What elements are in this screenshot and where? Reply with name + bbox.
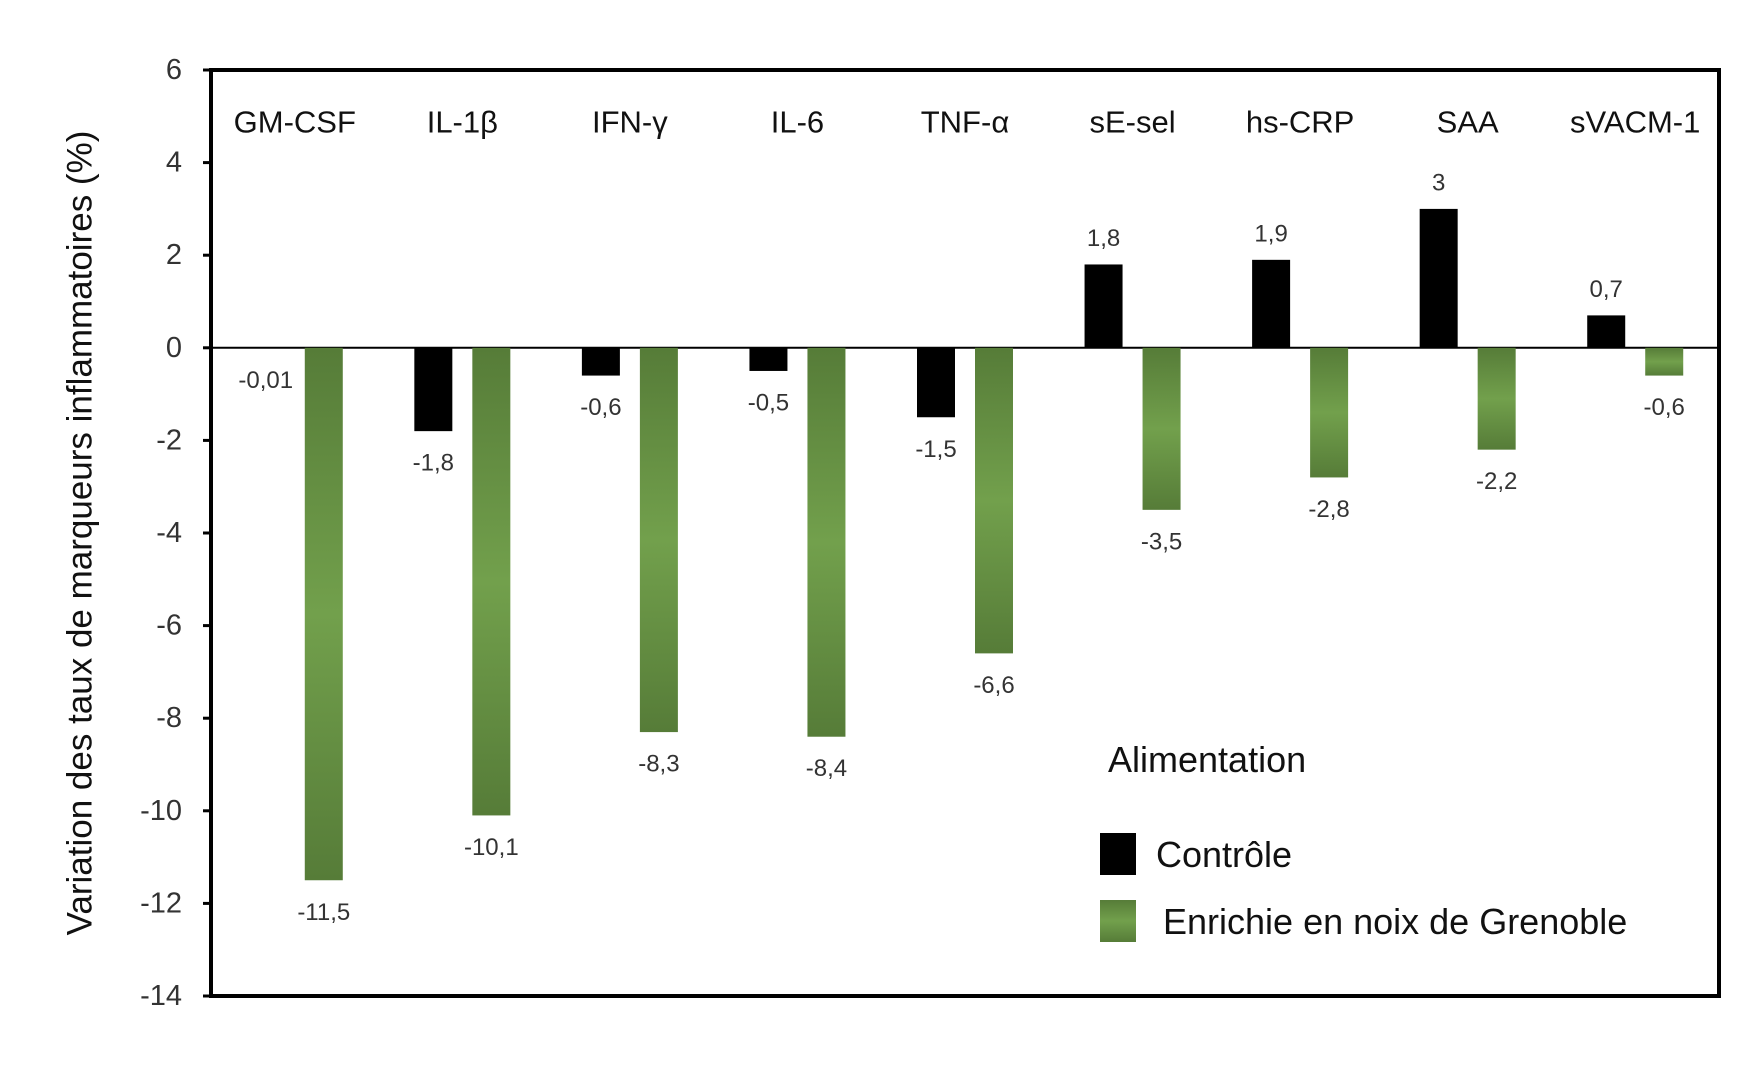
bar-controle (581, 347, 620, 376)
data-label: -10,1 (464, 834, 519, 861)
legend: Alimentation Contrôle Enrichie en noix d… (1100, 739, 1627, 942)
data-labels: -0,01 -11,5 -1,8 -10,1 -0,6 -8,3 -0,5 -8,4 -1,5 -… (238, 169, 1684, 925)
data-label: 3 (1432, 169, 1445, 196)
bar-controle (1252, 259, 1291, 348)
bars (246, 208, 1684, 881)
bar-enrichie (639, 347, 678, 733)
y-tick-label: 0 (166, 332, 182, 364)
data-label: -3,5 (1141, 528, 1182, 555)
category-labels: GM-CSF IL-1β IFN-γ IL-6 TNF-α sE-sel hs-CRP SAA… (234, 105, 1701, 140)
y-tick-label: -14 (140, 980, 182, 1012)
bar-enrichie (1477, 347, 1516, 450)
data-label: 0,7 (1590, 276, 1623, 303)
category-label: sVACM-1 (1570, 105, 1700, 140)
legend-swatch-enrichie (1100, 900, 1136, 942)
legend-label-enrichie: Enrichie en noix de Grenoble (1163, 901, 1627, 942)
legend-title: Alimentation (1108, 739, 1306, 780)
y-tick-label: -10 (140, 795, 182, 827)
category-label: GM-CSF (234, 105, 356, 140)
data-label: -1,5 (915, 436, 956, 463)
bar-enrichie (1142, 347, 1181, 510)
bar-enrichie (1310, 347, 1349, 478)
bar-controle (1419, 208, 1458, 348)
bar-controle (246, 347, 285, 349)
y-tick-label: 4 (166, 147, 182, 179)
plot-area (209, 68, 1721, 998)
category-label: IL-6 (771, 105, 824, 140)
category-label: IFN-γ (592, 105, 668, 140)
y-tick-label: -6 (156, 610, 182, 642)
data-label: -0,6 (580, 394, 621, 421)
bar-controle (917, 347, 955, 418)
data-label: -0,01 (238, 367, 293, 394)
category-label: TNF-α (921, 105, 1010, 140)
category-label: sE-sel (1089, 105, 1175, 140)
bar-controle (1587, 315, 1626, 348)
bar-enrichie (1645, 347, 1684, 376)
bar-enrichie (975, 347, 1013, 654)
data-label: -0,5 (748, 389, 789, 416)
category-label: hs-CRP (1246, 105, 1355, 140)
data-label: -8,3 (638, 751, 679, 778)
data-label: -2,2 (1476, 468, 1517, 495)
bar-controle (1084, 264, 1123, 348)
y-tick-label: -12 (140, 887, 182, 919)
data-label: -6,6 (973, 672, 1014, 699)
y-tick-label: 6 (166, 54, 182, 86)
legend-label-controle: Contrôle (1156, 834, 1292, 875)
y-tick-label: -2 (156, 424, 182, 456)
data-label: -2,8 (1308, 496, 1349, 523)
category-label: SAA (1437, 105, 1499, 140)
y-axis: 6 4 2 0 -2 -4 -6 -8 -10 -12 -14 (140, 54, 211, 1012)
bar-enrichie (807, 347, 846, 737)
data-label: -1,8 (413, 450, 454, 477)
data-label: -0,6 (1644, 394, 1685, 421)
y-axis-title: Variation des taux de marqueurs inflamma… (60, 131, 99, 936)
data-label: -8,4 (806, 755, 847, 782)
y-tick-label: -4 (156, 517, 182, 549)
data-label: 1,8 (1087, 225, 1120, 252)
bar-enrichie (472, 347, 511, 816)
y-tick-label: 2 (166, 239, 182, 271)
legend-swatch-controle (1100, 833, 1136, 875)
y-tick-label: -8 (156, 702, 182, 734)
bar-enrichie (304, 347, 343, 881)
data-label: 1,9 (1254, 220, 1287, 247)
bar-controle (414, 347, 453, 432)
bar-controle (749, 347, 788, 371)
data-label: -11,5 (297, 899, 350, 926)
category-label: IL-1β (427, 105, 498, 140)
